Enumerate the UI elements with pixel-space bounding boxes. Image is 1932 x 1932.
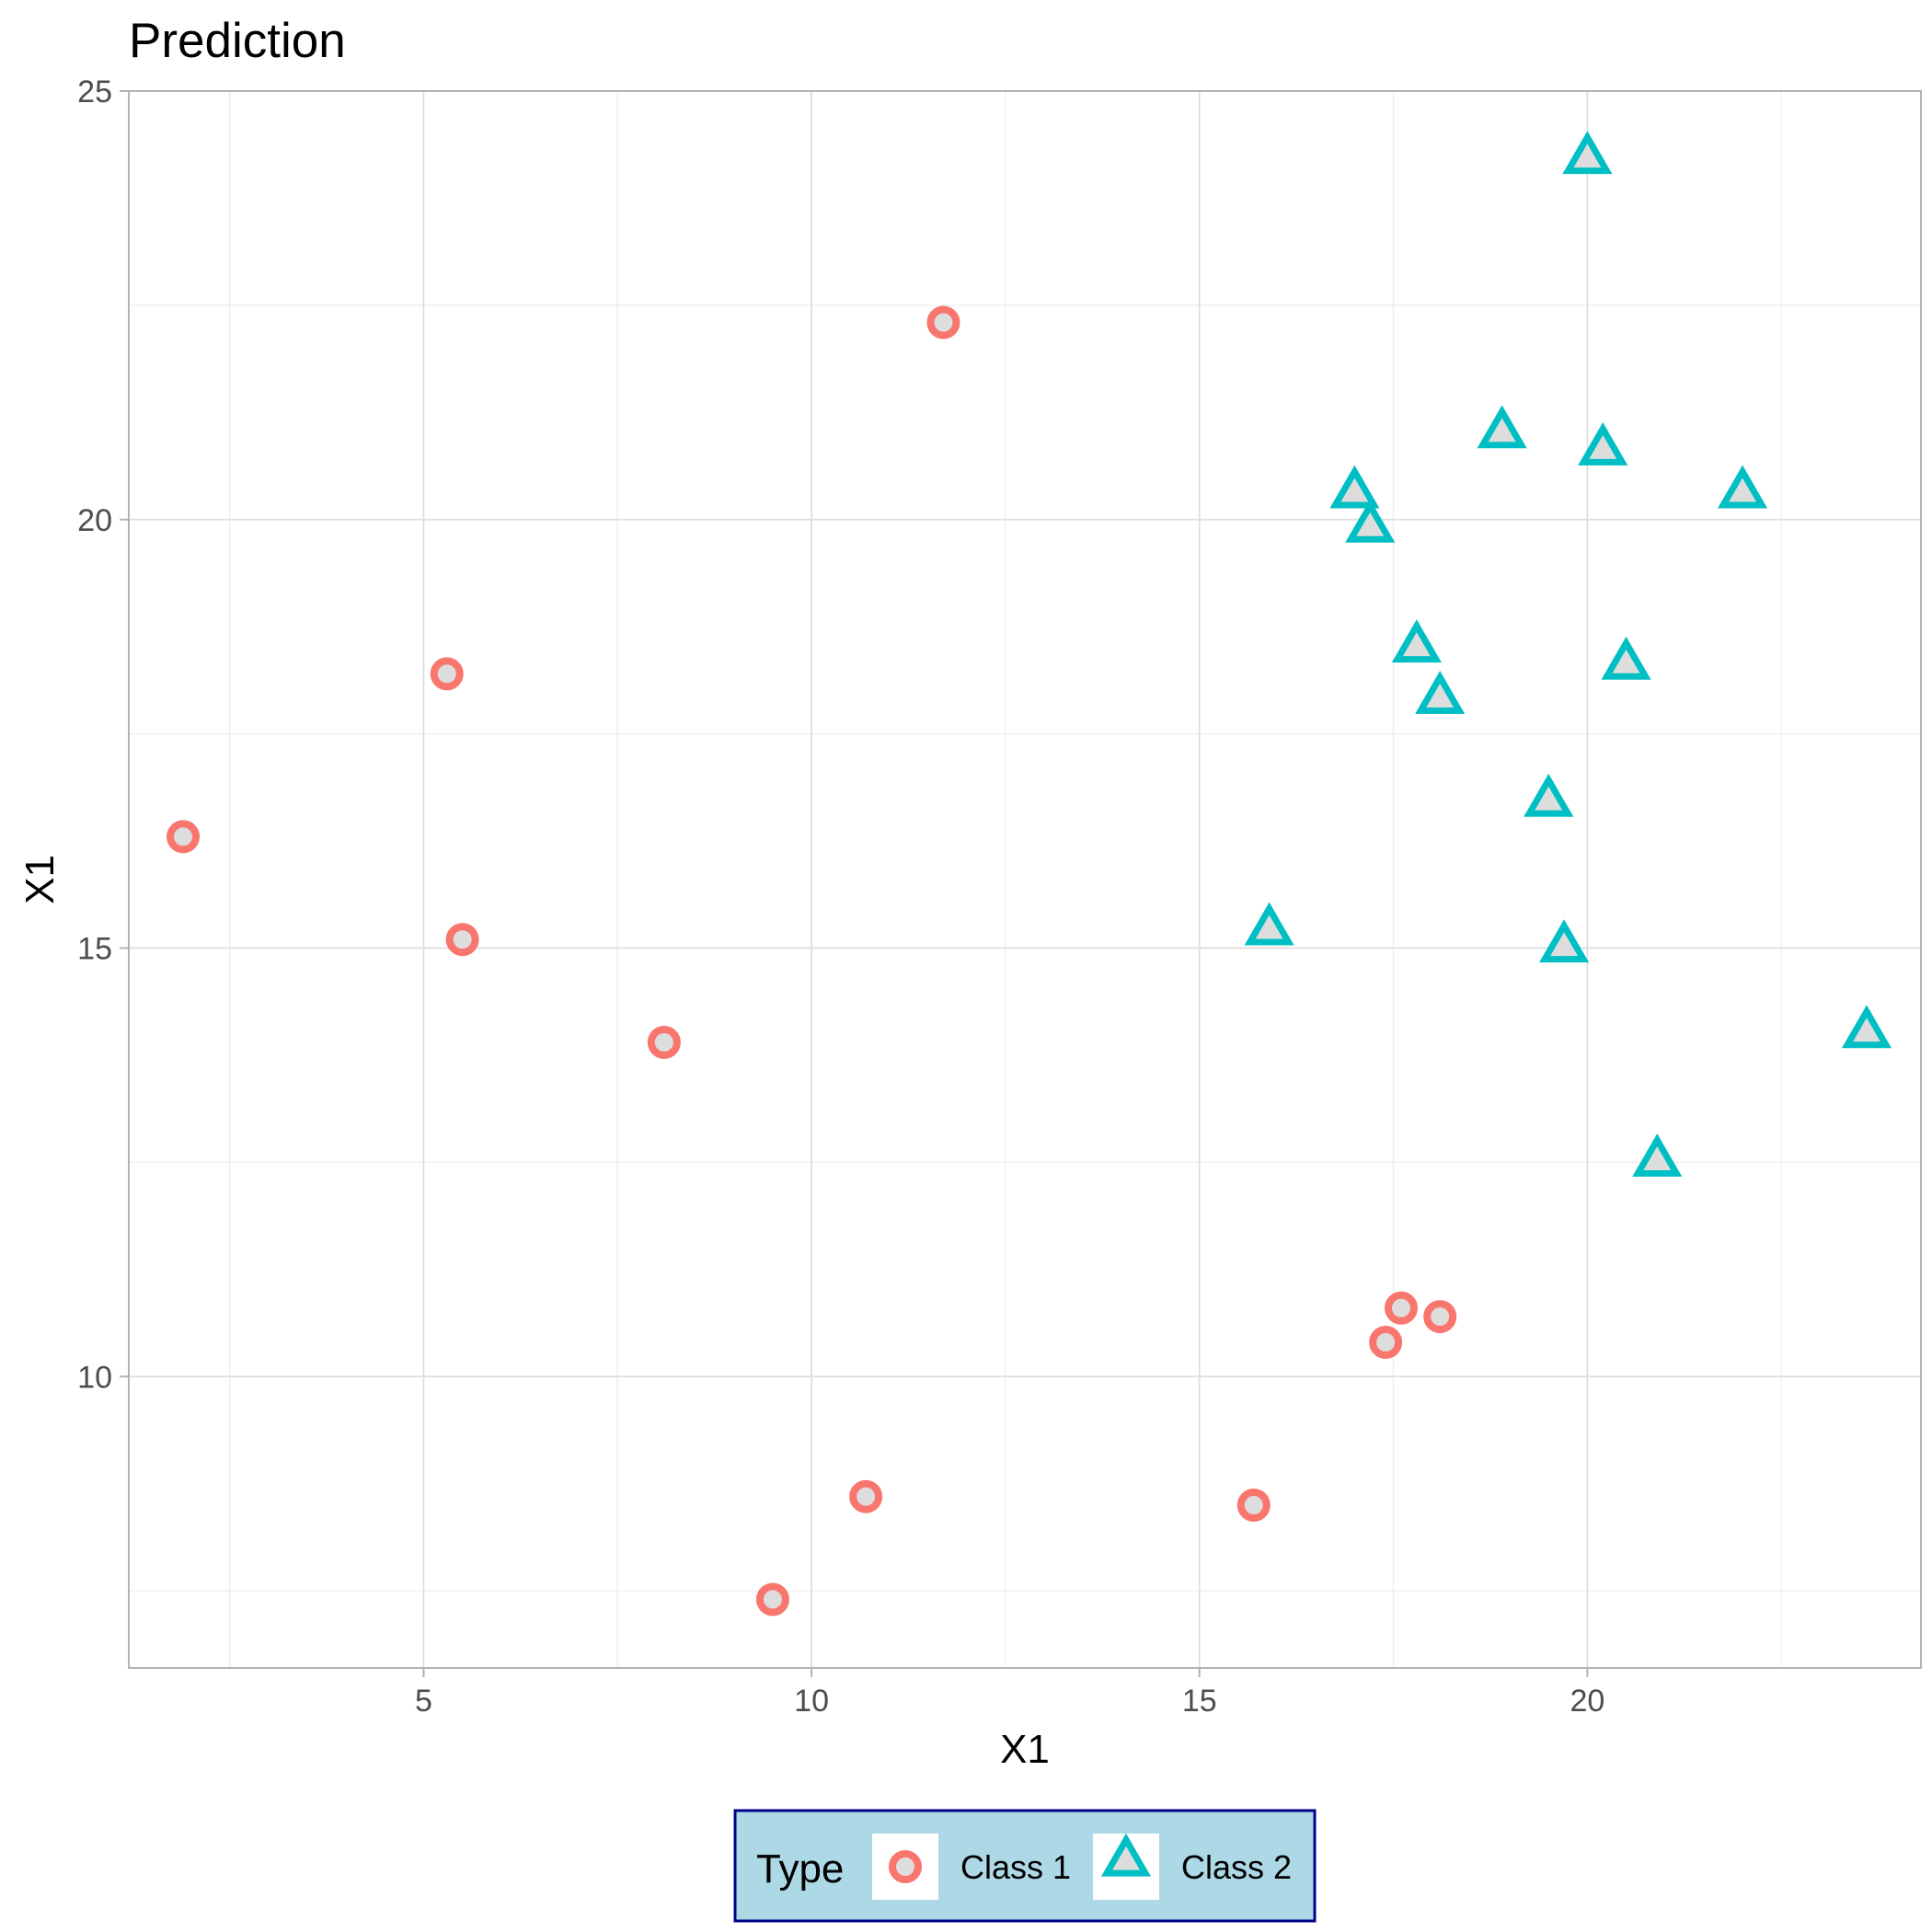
x-axis: 5 10 15 20 [415,1668,1604,1719]
class-1-point [445,923,479,957]
y-axis: 10 15 20 25 [77,75,129,1395]
class-2-point [1539,919,1590,963]
class-1-point [430,657,464,691]
data-points [167,131,1892,1616]
legend-label-class-1: Class 1 [960,1848,1071,1886]
legend-title: Type [756,1846,844,1892]
y-axis-title: X1 [17,855,63,904]
legend: Type Class 1 Class 2 [733,1809,1317,1923]
class-2-point [1601,636,1651,680]
class-1-point [926,305,960,339]
class-2-point [1391,619,1442,663]
class-2-point [1841,1005,1892,1049]
legend-key-class-1 [889,1850,922,1883]
class-1-point [167,820,201,854]
y-tick-label: 20 [77,503,112,538]
y-tick-label: 25 [77,75,112,109]
x-axis-title: X1 [1000,1727,1050,1772]
x-tick-label: 5 [415,1684,432,1719]
x-tick-label: 15 [1182,1684,1217,1719]
y-tick-label: 10 [77,1360,112,1395]
class-2-point [1578,421,1628,466]
grid-minor [129,91,1921,1668]
class-2-point [1717,465,1768,509]
legend-label-class-2: Class 2 [1181,1848,1292,1886]
legend-key-class-2 [1100,1833,1152,1877]
class-1-point [849,1479,883,1513]
plot-panel [129,91,1921,1668]
chart-title: Prediction [129,14,346,68]
class-1-point [1384,1291,1418,1325]
class-2-point [1562,131,1613,175]
y-tick-label: 15 [77,932,112,967]
x-tick-label: 20 [1570,1684,1604,1719]
plot-border [128,90,1922,1669]
x-tick-label: 10 [794,1684,829,1719]
class-2-point [1415,671,1466,715]
legend-box [733,1809,1317,1923]
class-1-point [647,1025,681,1059]
class-2-point [1329,465,1380,509]
class-2-point [1632,1133,1683,1178]
class-2-point [1244,902,1294,946]
class-1-point [1369,1326,1403,1360]
class-2-point [1524,773,1574,817]
class-1-point [1236,1489,1271,1523]
class-2-point [1477,405,1527,449]
class-1-point [1423,1300,1457,1334]
class-1-point [755,1582,789,1616]
class-2-point [1345,499,1396,543]
